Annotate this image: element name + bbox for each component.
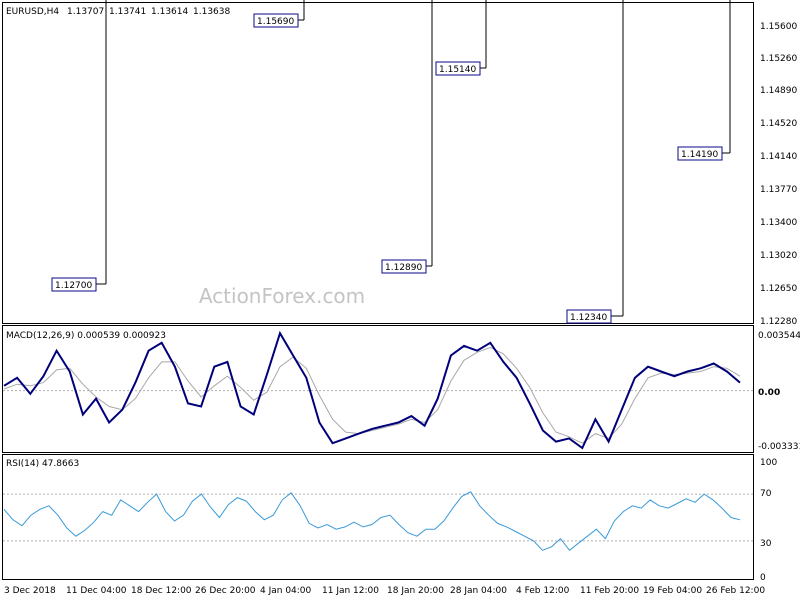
price-annotation: 1.15690 <box>253 0 305 28</box>
annotation-text: 1.15690 <box>257 17 294 27</box>
price-annotation: 1.12890 <box>381 0 433 274</box>
annotation-box <box>677 146 723 161</box>
macd-series <box>3 330 753 450</box>
price-tick: 1.14520 <box>760 119 797 129</box>
rsi-tick: 30 <box>760 539 772 549</box>
annotation-box <box>381 259 427 274</box>
annotation-labels: 1.136381.131601.156901.151401.141901.127… <box>51 0 731 324</box>
annotation-box <box>51 277 97 292</box>
macd-header: MACD(12,26,9) 0.000539 0.000923 <box>6 331 166 341</box>
rsi-tick: 70 <box>760 489 772 499</box>
x-axis-label: 4 Feb 12:00 <box>516 586 570 596</box>
price-tick: 1.15600 <box>760 22 797 32</box>
x-axis-label: 11 Feb 20:00 <box>580 586 639 596</box>
rsi-series <box>3 491 753 552</box>
ohlc-close: 1.13638 <box>193 7 230 17</box>
rsi-panel <box>2 454 754 580</box>
rsi-header: RSI(14) 47.8663 <box>6 459 79 469</box>
price-annotation: 1.12700 <box>51 0 107 292</box>
macd-panel <box>2 325 754 453</box>
price-tick: 1.13020 <box>760 251 797 261</box>
price-annotation: 1.15140 <box>435 0 487 76</box>
annotation-text: 1.14190 <box>681 150 718 160</box>
x-axis-label: 3 Dec 2018 <box>4 586 56 596</box>
x-axis-label: 26 Dec 20:00 <box>195 586 256 596</box>
macd-tick: -0.003331 <box>758 442 800 452</box>
x-axis-label: 28 Jan 04:00 <box>450 586 507 596</box>
rsi-tick: 0 <box>760 573 766 583</box>
price-tick: 1.15260 <box>760 54 797 64</box>
ohlc-low: 1.13614 <box>151 7 188 17</box>
macd-line <box>3 330 741 450</box>
macd-signal-line <box>3 346 741 444</box>
watermark: ActionForex.com <box>199 284 365 308</box>
symbol-header: EURUSD,H4 <box>6 7 59 17</box>
annotation-text: 1.12700 <box>55 281 92 291</box>
annotation-text: 1.12340 <box>570 313 607 323</box>
ohlc-open: 1.13707 <box>67 7 104 17</box>
price-tick: 1.14140 <box>760 152 797 162</box>
x-axis-label: 26 Feb 12:00 <box>706 586 765 596</box>
x-axis-label: 11 Dec 04:00 <box>66 586 127 596</box>
price-annotation: 1.14190 <box>677 0 731 161</box>
x-axis-label: 18 Jan 20:00 <box>387 586 444 596</box>
price-tick: 1.13770 <box>760 185 797 195</box>
price-panel <box>2 2 754 324</box>
price-tick: 1.14890 <box>760 86 797 96</box>
annotation-box <box>435 61 481 76</box>
price-annotation: 1.12340 <box>566 0 624 324</box>
annotation-box <box>253 13 299 28</box>
x-axis-label: 19 Feb 04:00 <box>643 586 702 596</box>
x-axis-label: 11 Jan 12:00 <box>322 586 379 596</box>
rsi-line <box>3 491 741 552</box>
x-axis-label: 4 Jan 04:00 <box>260 586 312 596</box>
x-axis-label: 18 Dec 12:00 <box>131 586 192 596</box>
rsi-tick: 100 <box>760 458 777 468</box>
annotation-box <box>566 309 612 324</box>
annotation-text: 1.12890 <box>385 263 422 273</box>
macd-tick: 0.00 <box>758 388 780 398</box>
annotation-text: 1.15140 <box>439 65 476 75</box>
macd-tick: 0.003544 <box>758 331 800 341</box>
price-tick: 1.12650 <box>760 284 797 294</box>
price-tick: 1.13400 <box>760 218 797 228</box>
ohlc-high: 1.13741 <box>109 7 146 17</box>
price-tick: 1.12280 <box>760 317 797 327</box>
